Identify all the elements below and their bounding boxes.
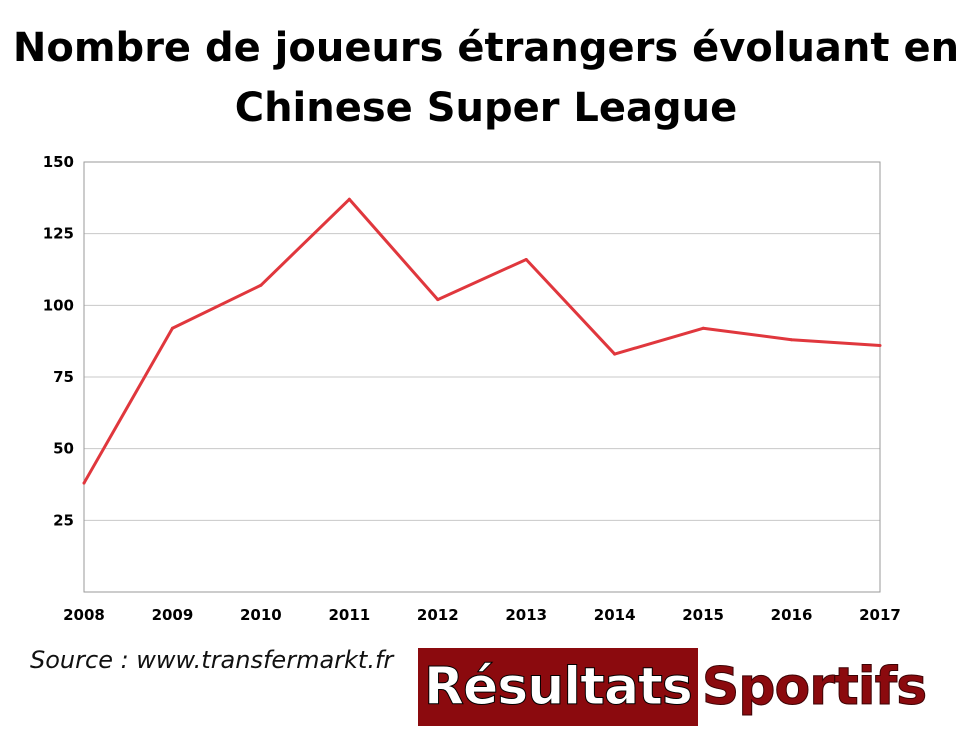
data-point-2013 [524, 257, 528, 261]
chart-title-line-2: Chinese Super League [234, 85, 738, 131]
data-point-2009 [170, 326, 174, 330]
logo-text-resultats: Résultats [418, 648, 698, 726]
y-tick-label: 50 [53, 440, 74, 458]
x-axis-ticks: 2008 2009 2010 2011 2012 2013 2014 2015 2016 2017 [63, 606, 901, 624]
x-tick-label: 2009 [152, 606, 194, 624]
x-tick-label: 2008 [63, 606, 105, 624]
data-point-2012 [436, 298, 440, 302]
y-axis-ticks: 25 50 75 100 125 150 [43, 153, 74, 529]
data-point-2015 [701, 326, 705, 330]
x-tick-label: 2012 [417, 606, 459, 624]
x-tick-label: 2011 [328, 606, 370, 624]
grid-lines [84, 161, 880, 521]
y-tick-label: 75 [53, 368, 74, 386]
source-credit: Source : www.transfermarkt.fr [30, 646, 394, 674]
x-tick-label: 2014 [594, 606, 636, 624]
series-line [82, 197, 881, 484]
data-point-2014 [613, 352, 617, 356]
x-tick-label: 2017 [859, 606, 901, 624]
x-tick-label: 2016 [771, 606, 813, 624]
data-point-2016 [790, 338, 794, 342]
line-chart: 25 50 75 100 125 150 2008 2009 2010 2011 2012 2013… [43, 153, 901, 624]
y-tick-label: 150 [43, 153, 74, 171]
y-tick-label: 125 [43, 225, 74, 243]
data-point-2010 [259, 283, 263, 287]
y-tick-label: 100 [43, 296, 74, 314]
plot-frame [83, 161, 881, 593]
brand-logo: Résultats Sportifs [418, 648, 930, 726]
data-point-2017 [878, 343, 882, 347]
chart-title-line-1: Nombre de joueurs étrangers évoluant en [12, 25, 960, 71]
data-point-2011 [347, 197, 351, 201]
x-tick-label: 2013 [505, 606, 547, 624]
y-tick-label: 25 [53, 511, 74, 529]
x-tick-label: 2010 [240, 606, 282, 624]
data-points [82, 197, 882, 485]
data-point-2008 [82, 481, 86, 485]
logo-text-sportifs: Sportifs [701, 657, 927, 718]
x-tick-label: 2015 [682, 606, 724, 624]
chart-title: Nombre de joueurs étrangers évoluant en … [0, 18, 972, 138]
